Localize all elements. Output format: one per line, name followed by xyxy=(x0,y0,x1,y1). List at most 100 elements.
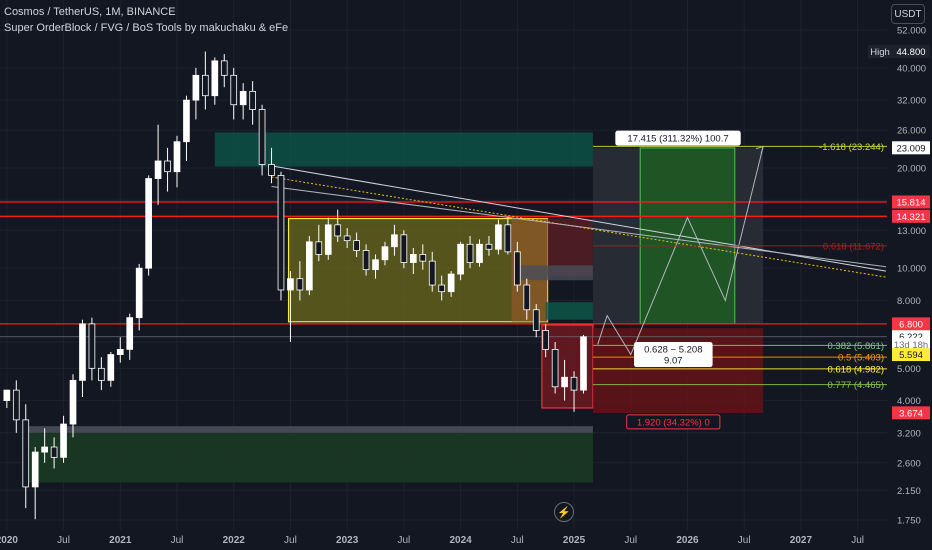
time-tick-label: 2024 xyxy=(449,535,472,546)
price-label: 15.814 xyxy=(892,195,930,209)
candle-body xyxy=(476,243,483,263)
candle xyxy=(381,241,389,266)
candle-body xyxy=(410,254,417,263)
candle-body xyxy=(504,224,512,253)
candle xyxy=(164,147,171,192)
candle xyxy=(211,57,219,105)
measure-text: 17.415 (311.32%) 100.7 xyxy=(627,134,728,145)
candle xyxy=(41,428,48,463)
candle-body xyxy=(296,278,304,291)
projection-polyline xyxy=(597,146,764,356)
price-label: 5.594 xyxy=(892,348,930,362)
candle-body xyxy=(580,336,587,391)
time-tick-label: 2026 xyxy=(676,535,699,546)
price-label-box xyxy=(892,337,930,351)
candle-body xyxy=(362,250,370,271)
candle-body xyxy=(523,284,531,311)
candle xyxy=(372,254,379,279)
candle xyxy=(428,251,436,292)
candle xyxy=(88,317,96,381)
price-tick-label: 5.000 xyxy=(897,364,921,375)
candle-body xyxy=(31,451,39,488)
candle-body xyxy=(353,240,360,251)
candle-body xyxy=(183,99,190,143)
candle-body xyxy=(230,74,238,106)
price-label: High 44.800 xyxy=(868,45,930,59)
price-label: 6.800 xyxy=(892,317,930,331)
candle xyxy=(98,357,105,391)
time-tick-label: 2025 xyxy=(563,535,586,546)
candle xyxy=(447,271,455,297)
time-tick-label: Jul xyxy=(624,535,637,546)
candle-body xyxy=(334,224,342,237)
price-label-box xyxy=(892,209,930,223)
price-label-value: 23.009 xyxy=(896,143,925,154)
price-tick-label: 10.000 xyxy=(897,264,926,275)
indicator-name[interactable]: Super OrderBlock / FVG / BoS Tools by ma… xyxy=(4,22,289,34)
time-axis-background xyxy=(0,530,887,550)
candle-body xyxy=(88,323,96,369)
measure-text: 1.920 (34.32%) 0 xyxy=(637,417,710,428)
price-label-value: 15.814 xyxy=(896,197,925,208)
time-tick-label: Jul xyxy=(397,535,410,546)
measure-box xyxy=(615,130,741,146)
symbol-title[interactable]: Cosmos / TetherUS, 1M, BINANCE xyxy=(4,6,176,18)
time-tick-label: Jul xyxy=(511,535,524,546)
candle-body xyxy=(268,164,275,176)
candle-body xyxy=(220,60,228,76)
price-label-value: 13d 18h xyxy=(894,340,928,351)
price-tick-label: 4.000 xyxy=(897,396,921,407)
currency-button[interactable]: USDT xyxy=(891,4,925,24)
candle xyxy=(419,244,427,270)
candle xyxy=(107,351,115,387)
candle xyxy=(391,224,398,256)
candle-body xyxy=(570,376,578,391)
candle-body xyxy=(98,367,105,381)
time-tick-label: 2023 xyxy=(336,535,359,546)
measure-box xyxy=(633,342,713,368)
candle-body xyxy=(107,354,115,381)
candle-body xyxy=(419,254,427,262)
time-tick-label: Jul xyxy=(738,535,751,546)
candle-body xyxy=(277,175,285,291)
measure-text: 0.628 ~ 5.208 xyxy=(644,345,702,356)
candle xyxy=(202,51,209,110)
zone-box xyxy=(287,217,549,323)
time-tick-label: 2021 xyxy=(109,535,132,546)
fib-label: 0.777 (4.465) xyxy=(827,380,884,391)
price-tick-label: 3.200 xyxy=(897,428,921,439)
price-tick-label: 40.000 xyxy=(897,63,926,74)
time-tick-label: 2022 xyxy=(223,535,246,546)
candle-body xyxy=(192,74,200,101)
price-tick-label: 20.000 xyxy=(897,164,926,175)
tradingview-logo-icon[interactable]: ⚡ xyxy=(554,502,574,522)
price-tick-label: 32.000 xyxy=(897,96,926,107)
time-tick-label: 2020 xyxy=(0,535,18,546)
candle-body xyxy=(202,74,209,97)
candle-body xyxy=(438,284,446,293)
candle xyxy=(561,359,568,401)
time-axis[interactable]: 2020 Jul 2021 Jul 2022 Jul 2023 Jul 2024 Jul 2025 J… xyxy=(0,535,864,546)
candle-body xyxy=(12,389,20,421)
price-label-box xyxy=(892,406,930,420)
price-label-box xyxy=(892,195,930,209)
candle xyxy=(466,235,474,269)
zone-box xyxy=(517,265,593,281)
zone-box xyxy=(592,328,764,414)
price-label-box xyxy=(892,141,930,155)
candle-body xyxy=(79,323,86,381)
fib-label: 0.618 (4.982) xyxy=(827,364,884,375)
candle xyxy=(268,147,275,184)
candle-body xyxy=(50,446,58,458)
price-label-value: 6.800 xyxy=(899,319,923,330)
price-label: 23.009 xyxy=(892,141,930,155)
price-axis[interactable]: 1.7502.1502.6003.2004.0005.0006.0008.000… xyxy=(897,26,926,527)
zone-box xyxy=(545,302,593,320)
candle xyxy=(315,224,323,262)
time-tick-label: 2027 xyxy=(790,535,813,546)
candle xyxy=(60,415,67,463)
candle xyxy=(230,67,238,120)
price-tick-label: 13.000 xyxy=(897,226,926,237)
